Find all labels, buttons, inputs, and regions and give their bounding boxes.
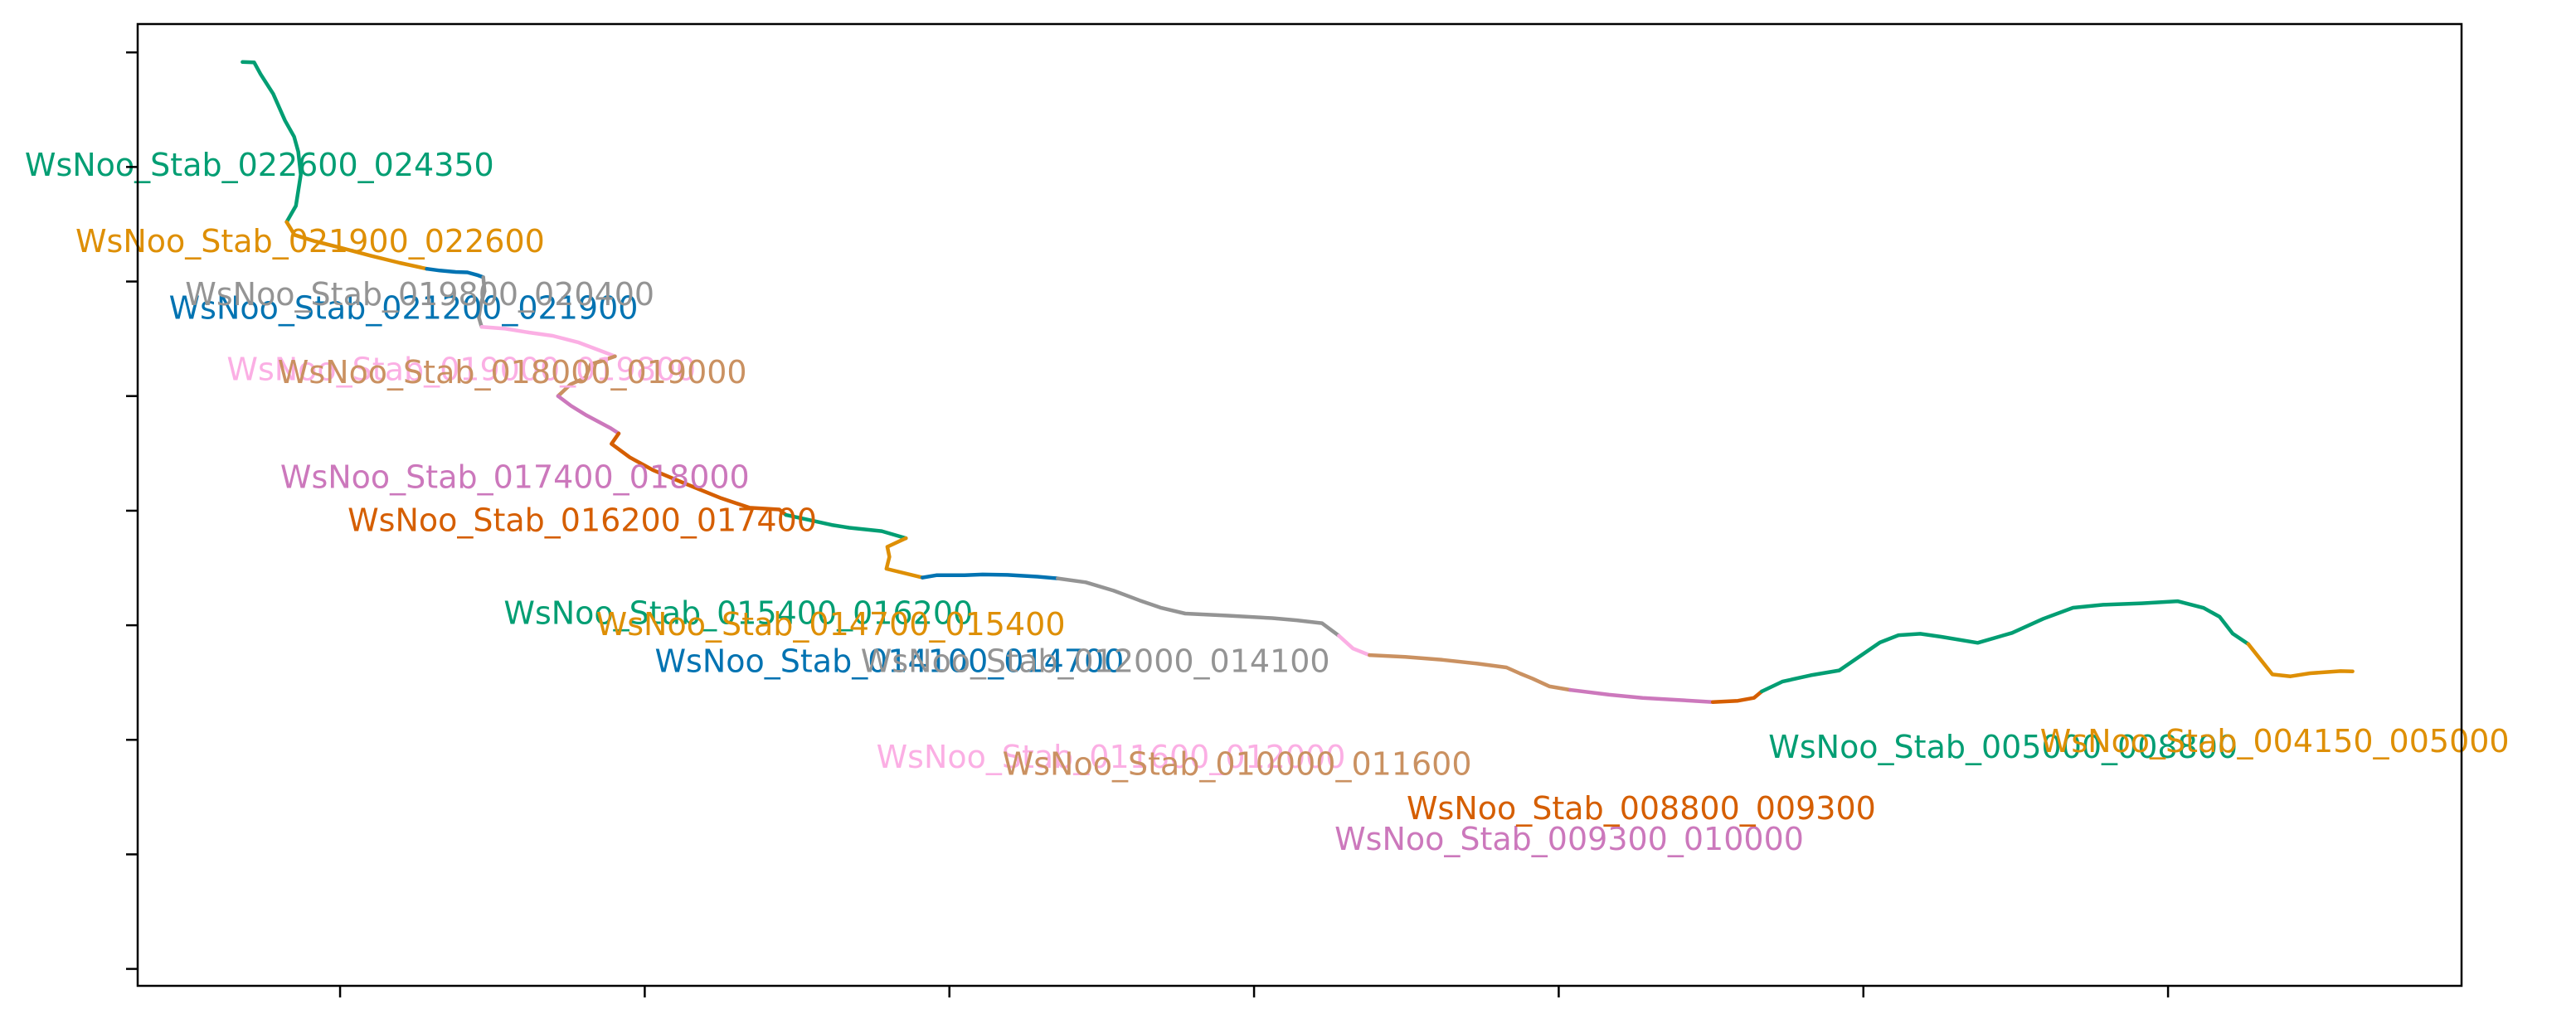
series-line-11 [1056, 576, 1341, 638]
series-line-2 [425, 266, 485, 279]
series-line-6 [556, 394, 621, 436]
plot-frame [136, 22, 2463, 987]
series-label-15: WsNoo_Stab_008800_009300 [1407, 790, 1876, 827]
series-label-14: WsNoo_Stab_009300_010000 [1334, 821, 1804, 857]
series-label-10: WsNoo_Stab_014100_014700 [654, 643, 1124, 679]
series-label-4: WsNoo_Stab_019000_019800 [226, 352, 696, 388]
series-line-7 [610, 431, 789, 517]
series-line-15 [1710, 689, 1764, 704]
series-line-9 [884, 536, 925, 580]
series-line-0 [241, 60, 303, 224]
series-label-11: WsNoo_Stab_012000_014100 [861, 643, 1330, 679]
series-line-1 [284, 220, 429, 271]
series-label-17: WsNoo_Stab_004150_005000 [2040, 723, 2510, 759]
series-line-17 [2246, 642, 2355, 678]
series-line-4 [479, 324, 617, 358]
series-line-10 [920, 572, 1060, 580]
series-line-8 [784, 512, 908, 541]
series-label-13: WsNoo_Stab_010000_011600 [1003, 746, 1472, 783]
series-label-12: WsNoo_Stab_011600_012000 [877, 739, 1346, 775]
series-label-layer: WsNoo_Stab_022600_024350 WsNoo_Stab_02190… [25, 147, 2510, 857]
series-line-12 [1337, 633, 1372, 657]
series-label-3: WsNoo_Stab_019800_020400 [185, 276, 654, 313]
series-line-3 [477, 275, 487, 329]
axis-ticks [126, 51, 2170, 997]
series-line-16 [1760, 599, 2251, 694]
series-label-16: WsNoo_Stab_005000_008800 [1768, 729, 2238, 765]
series-label-5: WsNoo_Stab_018000_019000 [278, 354, 747, 391]
series-label-6: WsNoo_Stab_017400_018000 [280, 459, 750, 495]
series-line-13 [1368, 653, 1572, 692]
series-label-9: WsNoo_Stab_014700_015400 [596, 606, 1066, 643]
series-label-1: WsNoo_Stab_021900_022600 [75, 223, 545, 260]
series-line-5 [556, 354, 617, 398]
series-label-0: WsNoo_Stab_022600_024350 [25, 147, 494, 183]
series-layer [241, 60, 2355, 704]
series-label-8: WsNoo_Stab_015400_016200 [503, 595, 973, 632]
series-label-7: WsNoo_Stab_016200_017400 [348, 502, 817, 539]
series-label-2: WsNoo_Stab_021200_021900 [169, 290, 639, 327]
series-line-14 [1568, 687, 1715, 704]
